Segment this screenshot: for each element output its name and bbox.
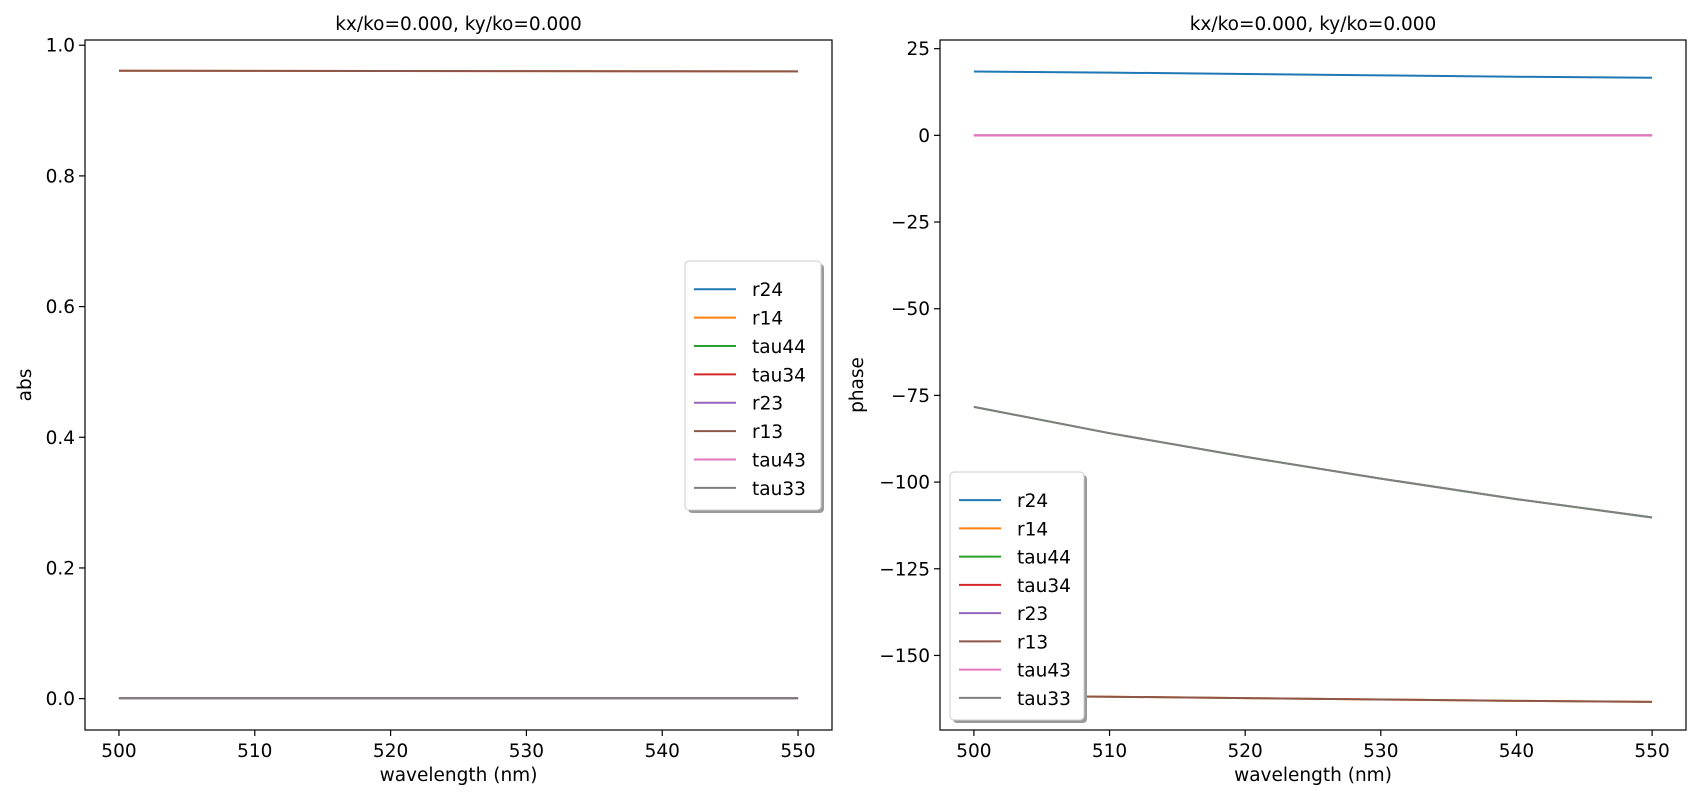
chart-title: kx/ko=0.000, ky/ko=0.000 bbox=[1190, 14, 1437, 35]
legend-label-r14: r14 bbox=[752, 309, 783, 330]
x-tick-label: 510 bbox=[237, 741, 272, 762]
x-axis-label: wavelength (nm) bbox=[1234, 765, 1392, 786]
legend-label-r13: r13 bbox=[1017, 632, 1048, 653]
legend-label-r23: r23 bbox=[1017, 604, 1048, 625]
series-line-tau33 bbox=[973, 405, 1653, 519]
y-tick-label: 0 bbox=[918, 126, 930, 147]
y-tick-label: 0.2 bbox=[46, 558, 75, 579]
y-tick-label: −75 bbox=[891, 386, 930, 407]
y-tick-label: 1.0 bbox=[46, 36, 75, 57]
series-line-r13 bbox=[118, 69, 799, 73]
legend-label-r14: r14 bbox=[1017, 519, 1048, 540]
x-tick-label: 500 bbox=[101, 741, 136, 762]
legend-label-tau34: tau34 bbox=[752, 365, 806, 386]
axes-frame bbox=[84, 39, 833, 731]
legend-label-tau33: tau33 bbox=[752, 479, 806, 500]
legend: r24 r14 tau44 tau34 r23 r13 tau43 tau33 bbox=[949, 471, 1087, 723]
chart-abs: 500 510 520 530 540 550 0.0 0.2 0.4 0.6 0.8 1.0 kx/k… bbox=[15, 14, 833, 786]
legend-label-tau43: tau43 bbox=[1017, 661, 1071, 682]
y-tick-label: 0.8 bbox=[46, 166, 75, 187]
x-tick-label: 530 bbox=[1363, 741, 1398, 762]
legend-label-tau34: tau34 bbox=[1017, 576, 1071, 597]
x-tick-label: 550 bbox=[1634, 741, 1669, 762]
axes-frame bbox=[939, 39, 1687, 731]
x-axis-label: wavelength (nm) bbox=[380, 765, 538, 786]
x-tick-label: 510 bbox=[1092, 741, 1127, 762]
series-line-r24 bbox=[973, 70, 1653, 79]
legend-label-tau43: tau43 bbox=[752, 450, 806, 471]
legend: r24 r14 tau44 tau34 r23 r13 tau43 tau33 bbox=[684, 260, 824, 513]
legend-box bbox=[949, 471, 1085, 721]
x-tick-label: 520 bbox=[373, 741, 408, 762]
x-tick-label: 550 bbox=[780, 741, 815, 762]
x-tick-label: 520 bbox=[1228, 741, 1263, 762]
legend-label-r23: r23 bbox=[752, 394, 783, 415]
y-axis-label: abs bbox=[15, 369, 36, 402]
legend-box bbox=[684, 260, 822, 511]
y-tick-label: −150 bbox=[879, 646, 930, 667]
x-tick-label: 500 bbox=[956, 741, 991, 762]
legend-label-tau44: tau44 bbox=[1017, 548, 1071, 569]
y-tick-label: −125 bbox=[879, 559, 930, 580]
y-tick-label: 25 bbox=[906, 39, 930, 60]
legend-label-tau33: tau33 bbox=[1017, 689, 1071, 710]
legend-label-r24: r24 bbox=[1017, 491, 1048, 512]
y-axis-label: phase bbox=[847, 357, 868, 413]
legend-label-r13: r13 bbox=[752, 422, 783, 443]
legend-label-r24: r24 bbox=[752, 280, 783, 301]
y-tick-label: −100 bbox=[879, 473, 930, 494]
y-tick-label: 0.0 bbox=[46, 689, 75, 710]
chart-title: kx/ko=0.000, ky/ko=0.000 bbox=[335, 14, 582, 35]
y-tick-label: 0.4 bbox=[46, 428, 75, 449]
legend-label-tau44: tau44 bbox=[752, 337, 806, 358]
y-tick-label: −50 bbox=[891, 299, 930, 320]
x-tick-label: 530 bbox=[509, 741, 544, 762]
x-tick-label: 540 bbox=[1499, 741, 1534, 762]
y-tick-label: −25 bbox=[891, 213, 930, 234]
chart-phase: 500 510 520 530 540 550 −150 −125 −100 −75 −50 −25 0… bbox=[847, 14, 1687, 786]
y-tick-label: 0.6 bbox=[46, 297, 75, 318]
x-tick-label: 540 bbox=[645, 741, 680, 762]
